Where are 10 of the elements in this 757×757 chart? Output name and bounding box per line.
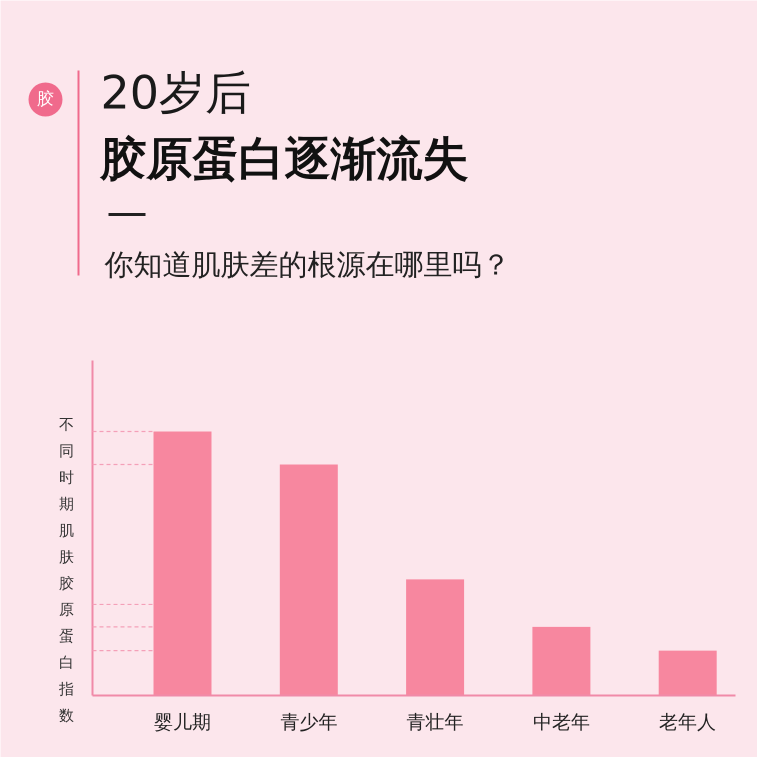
x-tick-label: 老年人 xyxy=(659,712,716,734)
chart-subtitle: 胶原蛋白逐渐流失 xyxy=(100,132,468,186)
chart-title: 20岁后 xyxy=(100,66,252,120)
x-tick-label: 婴儿期 xyxy=(154,712,211,734)
x-tick-label: 青少年 xyxy=(280,712,338,734)
text: 不同时期肌肤胶原蛋白指数 xyxy=(59,416,74,725)
x-tick-label: 中老年 xyxy=(532,712,590,734)
text: 你知道肌肤差的根源在哪里吗？ xyxy=(104,248,510,282)
text: 胶 xyxy=(37,90,54,110)
x-tick-label: 青壮年 xyxy=(406,712,464,734)
